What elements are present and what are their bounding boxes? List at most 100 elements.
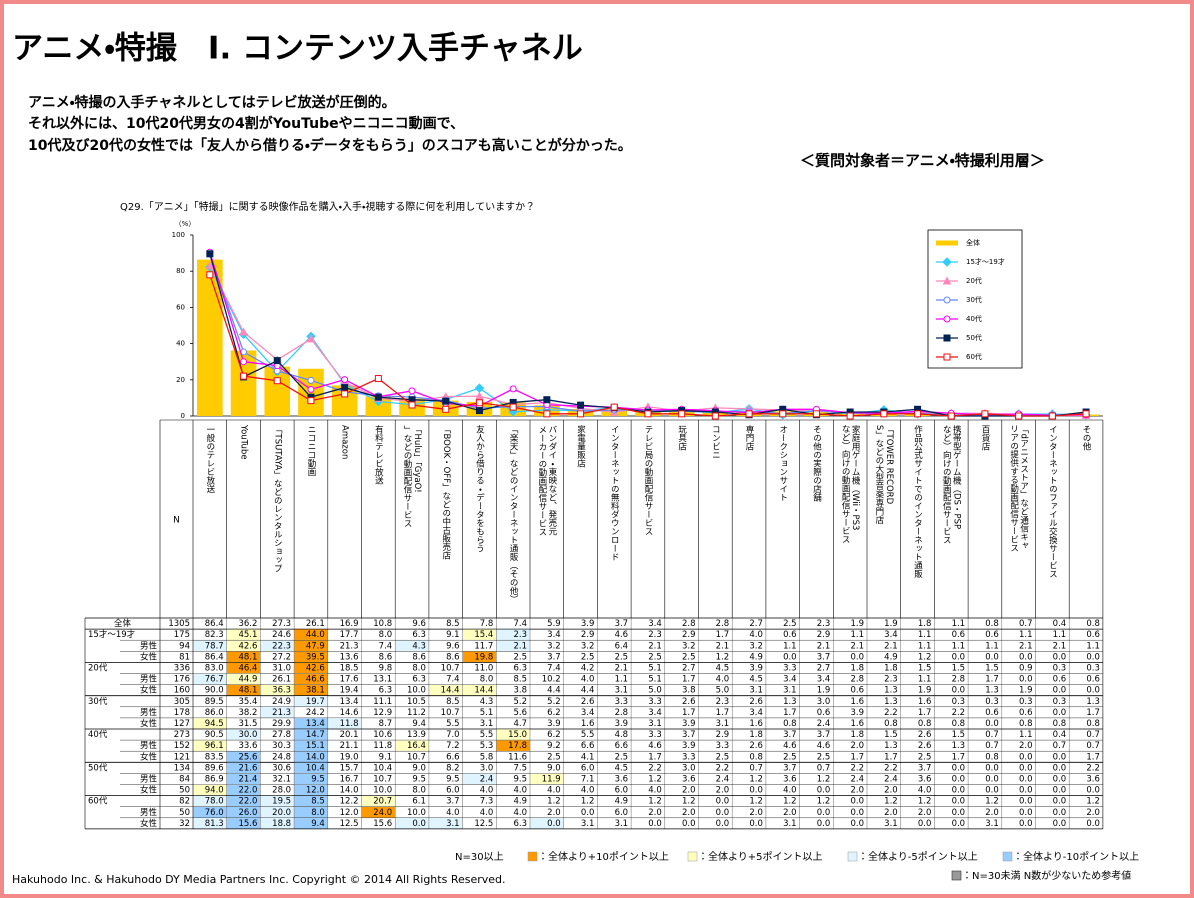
highlight-cell	[294, 762, 328, 774]
cell-value: 8.0	[480, 675, 494, 685]
highlight-swatch	[1002, 851, 1013, 862]
cell-value: 36.2	[238, 619, 257, 629]
highlight-cell	[193, 818, 227, 829]
cell-value: 19.8	[474, 652, 493, 662]
cell-value: 42.6	[306, 663, 325, 673]
point	[306, 334, 316, 343]
cell-value: 2.7	[682, 663, 696, 673]
cell-value: 0.3	[1053, 663, 1067, 673]
cell-value: 24.6	[272, 630, 291, 640]
cell-value: 0.6	[850, 686, 864, 696]
cell-value: 0.0	[952, 786, 966, 796]
highlight-cell	[294, 729, 328, 740]
cell-value: 4.9	[513, 797, 527, 807]
cell-value: 94.0	[205, 786, 224, 796]
column-header: テレビ局の動画配信サービス	[643, 425, 653, 536]
cell-value: 0.0	[1086, 652, 1100, 662]
highlight-cell	[496, 629, 530, 640]
cell-value: 21.3	[340, 641, 359, 651]
cell-value: 3.6	[615, 774, 629, 784]
highlight-label: ：全体より+10ポイント以上	[538, 850, 669, 863]
cell-value: 8.5	[311, 797, 325, 807]
cell-value: 10.4	[373, 763, 392, 773]
cell-value: 1.2	[682, 797, 696, 807]
cell-value: 10.7	[441, 663, 460, 673]
point	[543, 410, 551, 418]
cell-value: 1.2	[581, 797, 595, 807]
cell-value: 19.5	[272, 797, 291, 807]
cell-value: 1.3	[952, 741, 966, 751]
cell-value: 1.1	[615, 675, 629, 685]
cell-value: 0.8	[1019, 719, 1033, 729]
cell-value: 0.0	[985, 763, 999, 773]
column-header: YouTube	[239, 424, 249, 460]
highlight-cell	[462, 629, 496, 640]
cell-value: 94.5	[205, 719, 224, 729]
cell-value: 1.6	[918, 697, 932, 707]
n-value: 176	[174, 675, 190, 685]
cell-value: 0.0	[1019, 752, 1033, 762]
cell-value: 5.2	[547, 697, 561, 707]
cell-value: 9.1	[379, 752, 393, 762]
column-header: オークションサイト	[778, 425, 788, 502]
cell-value: 12.0	[306, 786, 325, 796]
cell-value: 1.9	[884, 619, 898, 629]
cell-value: 7.8	[480, 619, 494, 629]
point	[678, 410, 686, 418]
point	[846, 412, 854, 420]
cell-value: 13.4	[340, 697, 359, 707]
highlight-cell	[294, 651, 328, 663]
cell-value: 2.4	[850, 774, 864, 784]
cell-value: 3.7	[446, 797, 460, 807]
highlight-cell	[227, 751, 261, 762]
cell-value: 0.0	[817, 808, 831, 818]
point	[374, 393, 382, 401]
cell-value: 0.0	[716, 808, 730, 818]
cell-value: 1.1	[1019, 630, 1033, 640]
cell-value: 3.4	[749, 708, 763, 718]
cell-value: 3.7	[783, 730, 797, 740]
cell-value: 0.8	[749, 752, 763, 762]
point	[442, 405, 450, 413]
cell-value: 2.5	[918, 752, 932, 762]
highlight-swatch	[847, 851, 858, 862]
row-label: 女性	[140, 751, 158, 762]
point	[240, 372, 248, 380]
row-label: 女性	[140, 651, 158, 662]
cell-value: 1.1	[1086, 641, 1100, 651]
column-header: 一般のテレビ放送	[205, 425, 215, 494]
highlight-cell	[193, 718, 227, 729]
cell-value: 10.4	[306, 763, 325, 773]
cell-value: 4.0	[716, 675, 730, 685]
cell-value: 83.5	[205, 752, 224, 762]
cell-value: 9.1	[446, 630, 460, 640]
n-value: 273	[174, 730, 190, 740]
cell-value: 0.3	[1086, 663, 1100, 673]
highlight-cell	[496, 640, 530, 651]
highlight-cell	[294, 740, 328, 751]
cell-value: 1.8	[918, 619, 932, 629]
cell-value: 1.7	[985, 675, 999, 685]
highlight-swatch	[527, 851, 538, 862]
cell-value: 24.9	[272, 697, 291, 707]
cell-value: 1.9	[817, 686, 831, 696]
cell-value: 0.6	[783, 630, 797, 640]
cell-value: 3.2	[547, 641, 561, 651]
cell-value: 3.1	[783, 819, 797, 829]
cell-value: 0.0	[817, 786, 831, 796]
highlight-cell	[294, 807, 328, 818]
highlight-cell	[294, 640, 328, 651]
cell-value: 1.2	[716, 652, 730, 662]
cell-value: 1.5	[952, 663, 966, 673]
cell-value: 5.1	[648, 675, 662, 685]
cell-value: 1.3	[1086, 697, 1100, 707]
cell-value: 0.6	[1086, 675, 1100, 685]
cell-value: 5.5	[581, 730, 595, 740]
cell-value: 1.2	[648, 774, 662, 784]
cell-value: 0.3	[1053, 697, 1067, 707]
cell-value: 2.9	[716, 730, 730, 740]
cell-value: 27.3	[272, 619, 291, 629]
cell-value: 0.0	[1086, 819, 1100, 829]
highlight-cell	[227, 807, 261, 818]
cell-value: 2.4	[480, 774, 494, 784]
